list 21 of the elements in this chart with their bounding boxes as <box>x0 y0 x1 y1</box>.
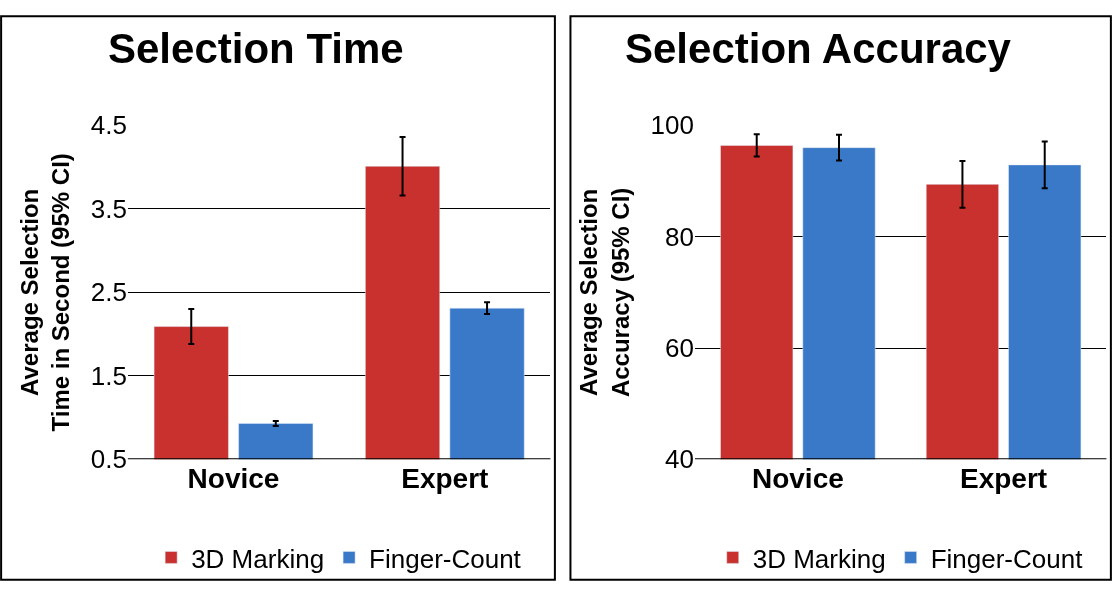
legend-label: 3D Marking <box>191 543 325 574</box>
chart-title: Selection Time <box>108 25 404 72</box>
y-tick-label: 40 <box>665 444 694 475</box>
y-tick-label: 3.5 <box>90 193 127 224</box>
y-tick-label: 80 <box>665 221 694 252</box>
legend-label: 3D Marking <box>752 543 886 574</box>
y-tick-label: 4.5 <box>90 110 127 141</box>
y-axis-title: Average Selection Accuracy (95% CI) <box>575 187 634 398</box>
y-tick-label: 0.5 <box>90 444 127 475</box>
y-tick-label: 100 <box>650 110 694 141</box>
y-tick-label: 60 <box>665 333 694 364</box>
legend-label: Finger-Count <box>930 543 1084 574</box>
y-axis-title: Average Selection Time in Second (95% CI) <box>15 153 74 432</box>
x-tick-label: Novice <box>751 463 844 495</box>
y-tick-label: 2.5 <box>90 277 127 308</box>
x-tick-label: Expert <box>960 463 1048 495</box>
chart-title: Selection Accuracy <box>625 25 1012 72</box>
x-tick-label: Novice <box>187 463 280 495</box>
x-tick-label: Expert <box>401 463 489 495</box>
y-tick-label: 1.5 <box>90 360 127 391</box>
legend-label: Finger-Count <box>369 543 522 574</box>
